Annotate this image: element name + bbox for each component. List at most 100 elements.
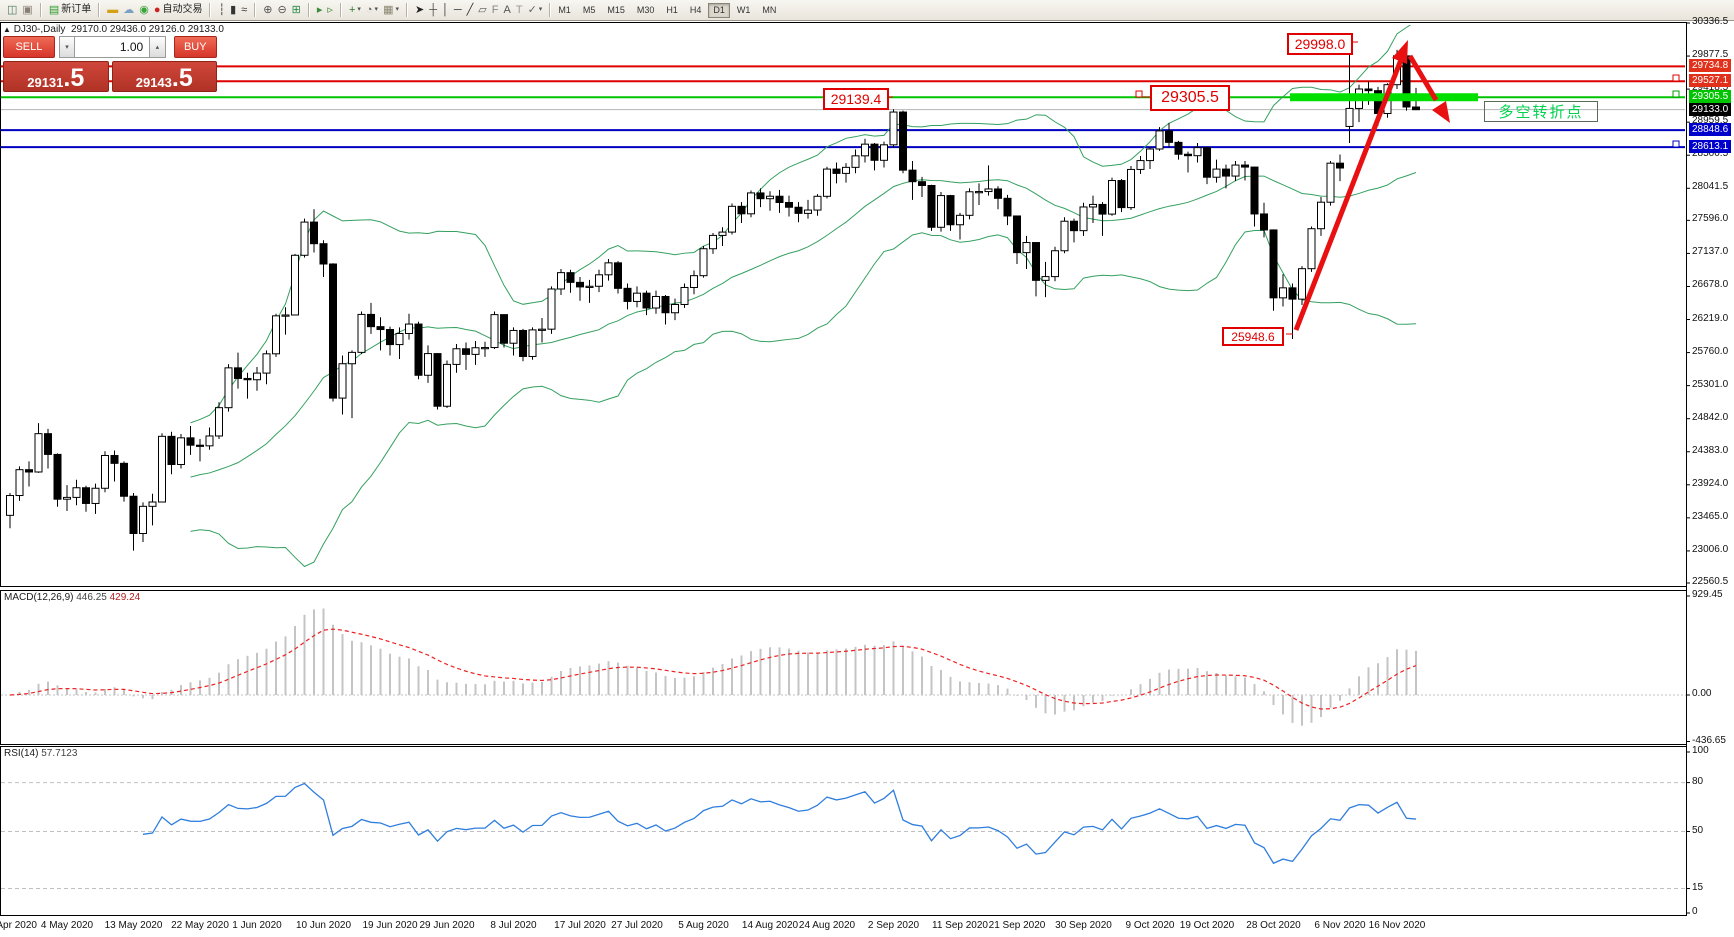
sell-button[interactable]: SELL	[3, 36, 55, 58]
price-tick-label: 27137.0	[1692, 246, 1729, 258]
note-29998[interactable]: 29998.0	[1287, 33, 1353, 55]
new-order-icon[interactable]: ▤ 新订单	[48, 4, 92, 16]
trendline-icon[interactable]: ╱	[466, 4, 474, 16]
date-tick-label: 24 Aug 2020	[798, 920, 856, 931]
toolbar: ◫ ▣ ▤ 新订单 ▬ ☁ ◉ ● 自动交易 ┆ ▮ ≈ ⊕ ⊖ ⊞ ▸ ▹ + ▾ ◔ ▾ ▦ ▾ ➤ ┼ │ ─ ╱ ▱ F A T ✓ ▾ M…	[0, 0, 1734, 21]
note-29139[interactable]: 29139.4	[823, 88, 889, 110]
template-icon[interactable]: ▦ ▾	[383, 4, 399, 16]
sell-price-main: 29131	[27, 75, 64, 90]
channel-icon[interactable]: ▱	[478, 4, 487, 16]
timeframe-button-h1[interactable]: H1	[666, 4, 678, 15]
chart-shift-icon[interactable]: ▹	[327, 4, 333, 16]
shapes-icon[interactable]: ✓ ▾	[527, 4, 543, 16]
price-tick-label: 29877.5	[1692, 49, 1729, 61]
date-tick-label: 6 Nov 2020	[1314, 920, 1366, 931]
zoom-out-icon[interactable]: ⊖	[277, 4, 287, 16]
date-tick-label: 29 Jun 2020	[419, 920, 475, 931]
date-tick-label: 16 Nov 2020	[1368, 920, 1426, 931]
note-25948[interactable]: 25948.6	[1222, 327, 1284, 346]
rsi-tick-label: 80	[1692, 775, 1704, 787]
note-29305[interactable]: 29305.5	[1150, 85, 1230, 111]
timeframe-button-m30[interactable]: M30	[636, 4, 655, 15]
chart-window-icon[interactable]: ◫	[7, 4, 18, 16]
symbol-period: DJ30-,Daily	[13, 24, 66, 35]
label-icon[interactable]: T	[515, 4, 523, 16]
fibo-icon[interactable]: F	[491, 4, 499, 16]
timeframe-button-d1[interactable]: D1	[708, 2, 730, 18]
date-tick-label: 5 Aug 2020	[678, 920, 729, 931]
add-indicator-icon[interactable]: + ▾	[348, 4, 361, 16]
candle-chart-icon[interactable]: ▮	[230, 4, 237, 16]
volume-increase-button[interactable]: ▴	[149, 36, 166, 58]
buy-price-display[interactable]: 29143.5	[111, 61, 217, 92]
zoom-in-icon[interactable]: ⊕	[263, 4, 273, 16]
macd-tick-label: 0.00	[1692, 688, 1712, 699]
signal-icon[interactable]: ◉	[139, 4, 149, 16]
price-tick-label: 26678.0	[1692, 279, 1729, 291]
tile-windows-icon[interactable]: ⊞	[291, 4, 301, 16]
buy-button[interactable]: BUY	[173, 36, 217, 58]
price-tick-label: 23924.0	[1692, 477, 1729, 489]
ohlc-readout: 29170.0 29436.0 29126.0 29133.0	[70, 24, 224, 35]
cursor-icon[interactable]: ➤	[414, 4, 425, 16]
cloud-icon[interactable]: ☁	[123, 4, 135, 16]
hline-icon[interactable]: ─	[453, 4, 462, 16]
date-tick-label: 17 Jul 2020	[554, 920, 606, 931]
preview-icon[interactable]: ▣	[22, 4, 33, 16]
auto-scroll-icon[interactable]: ▸	[316, 4, 323, 16]
timeframe-button-mn[interactable]: MN	[762, 4, 777, 15]
rsi-label: RSI(14) 57.7123	[4, 748, 78, 759]
macd-tick-label: -436.65	[1692, 734, 1726, 746]
date-tick-label: 19 Jun 2020	[362, 920, 418, 931]
period-icon[interactable]: ◔ ▾	[365, 4, 379, 16]
price-tick-label: 24383.0	[1692, 444, 1729, 456]
macd-tick-label: 929.45	[1692, 589, 1723, 600]
timeframe-button-m15[interactable]: M15	[607, 4, 625, 15]
bar-chart-icon[interactable]: ┆	[218, 4, 226, 16]
price-tick-label: 23465.0	[1692, 510, 1729, 522]
macd-label: MACD(12,26,9) 446.25 429.24	[4, 592, 141, 603]
rsi-tick-label: 0	[1692, 906, 1698, 917]
toolbar-separator	[549, 3, 552, 17]
text-icon[interactable]: A	[503, 4, 511, 16]
date-tick-label: 13 May 2020	[104, 920, 163, 931]
price-line-badge: 29734.8	[1689, 59, 1732, 73]
timeframe-button-m5[interactable]: M5	[582, 4, 596, 15]
rsi-tick-label: 50	[1692, 824, 1704, 836]
crosshair-icon[interactable]: ┼	[429, 4, 437, 16]
date-tick-label: 19 Oct 2020	[1179, 920, 1235, 931]
price-line-badge: 29305.5	[1689, 90, 1732, 104]
timeframe-button-h4[interactable]: H4	[689, 4, 702, 15]
timeframe-button-w1[interactable]: W1	[736, 4, 751, 15]
price-tick-label: 28959.5	[1692, 115, 1729, 127]
gold-icon[interactable]: ▬	[107, 4, 119, 16]
price-tick-label: 25760.0	[1692, 345, 1729, 357]
vline-icon[interactable]: │	[442, 4, 449, 16]
volume-decrease-button[interactable]: ▾	[58, 36, 76, 58]
note-turning[interactable]: 多空转折点	[1484, 101, 1598, 122]
price-line-badge: 28848.6	[1689, 123, 1732, 137]
volume-input[interactable]	[75, 36, 150, 58]
price-tick-label: 26219.0	[1692, 312, 1729, 324]
buy-price-main: 29143	[135, 75, 172, 90]
date-tick-label: 10 Jun 2020	[295, 920, 352, 931]
macd-main-value: 446.25	[76, 592, 107, 603]
toolbar-separator	[98, 3, 101, 17]
date-tick-label: 2 Sep 2020	[867, 920, 920, 931]
sell-price-display[interactable]: 29131.5	[3, 61, 109, 92]
timeframe-button-m1[interactable]: M1	[558, 4, 571, 15]
toolbar-separator	[254, 3, 257, 17]
date-tick-label: 8 Jul 2020	[490, 920, 537, 931]
price-tick-label: 23006.0	[1692, 543, 1729, 555]
date-tick-label: 28 Oct 2020	[1246, 920, 1301, 931]
toolbar-separator	[307, 3, 310, 17]
autotrading-icon[interactable]: ● 自动交易	[153, 4, 203, 16]
price-tick-label: 27596.0	[1692, 213, 1729, 225]
date-tick-label: 9 Oct 2020	[1125, 920, 1175, 931]
price-line-badge: 28613.1	[1689, 140, 1732, 154]
date-tick-label: 30 Sep 2020	[1055, 920, 1112, 931]
line-chart-icon[interactable]: ≈	[241, 4, 248, 16]
